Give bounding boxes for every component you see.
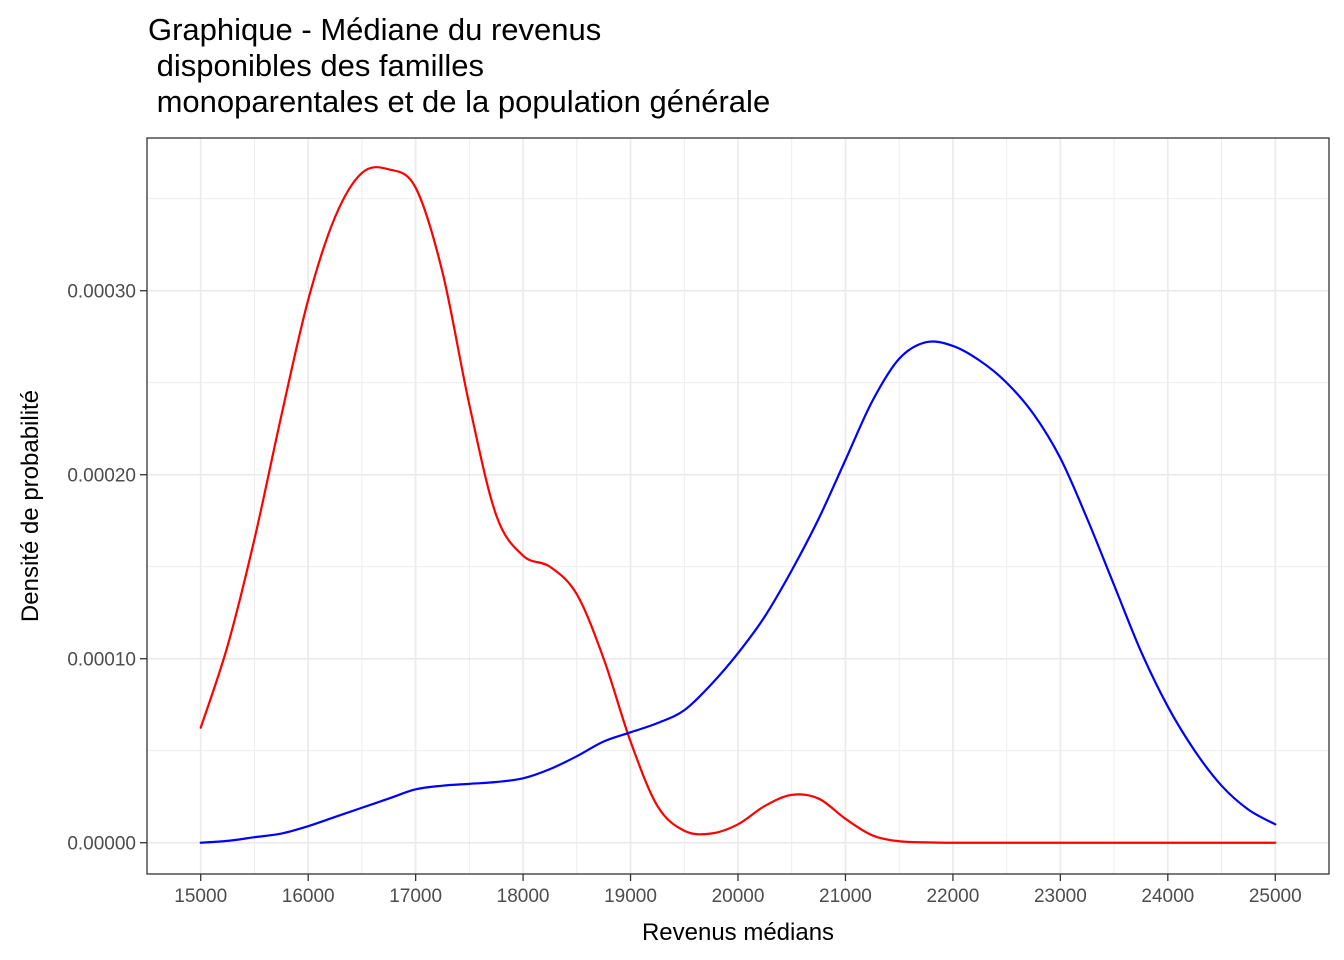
chart-title-line: monoparentales et de la population génér… [148,84,770,119]
series-layer [199,166,1277,844]
x-tick-label: 22000 [926,886,979,907]
x-tick-label: 25000 [1249,886,1302,907]
y-axis: 0.00000 0.00010 0.00020 0.00030 [67,282,147,855]
grid-layer [147,138,1329,874]
density-line-series-2 [199,340,1277,844]
x-tick-label: 23000 [1034,886,1087,907]
y-tick-label: 0.00010 [67,650,136,671]
x-tick-label: 20000 [712,886,765,907]
chart-title-line: Graphique - Médiane du revenus [148,12,601,47]
y-axis-title: Densité de probabilité [17,390,44,622]
x-tick-label: 15000 [174,886,227,907]
x-tick-label: 21000 [819,886,872,907]
y-tick-label: 0.00000 [67,834,136,855]
x-tick-label: 16000 [282,886,335,907]
x-tick-label: 19000 [604,886,657,907]
x-tick-label: 24000 [1141,886,1194,907]
chart-title-line: disponibles des familles [148,48,484,83]
density-line-series-1 [199,166,1277,844]
x-tick-label: 17000 [389,886,442,907]
y-tick-label: 0.00020 [67,466,136,487]
chart-title: Graphique - Médiane du revenus disponibl… [148,12,770,119]
x-axis: 15000 16000 17000 18000 19000 20000 21000 22000… [174,874,1302,907]
x-tick-label: 18000 [497,886,550,907]
x-axis-title: Revenus médians [642,919,834,946]
y-tick-label: 0.00030 [67,282,136,303]
